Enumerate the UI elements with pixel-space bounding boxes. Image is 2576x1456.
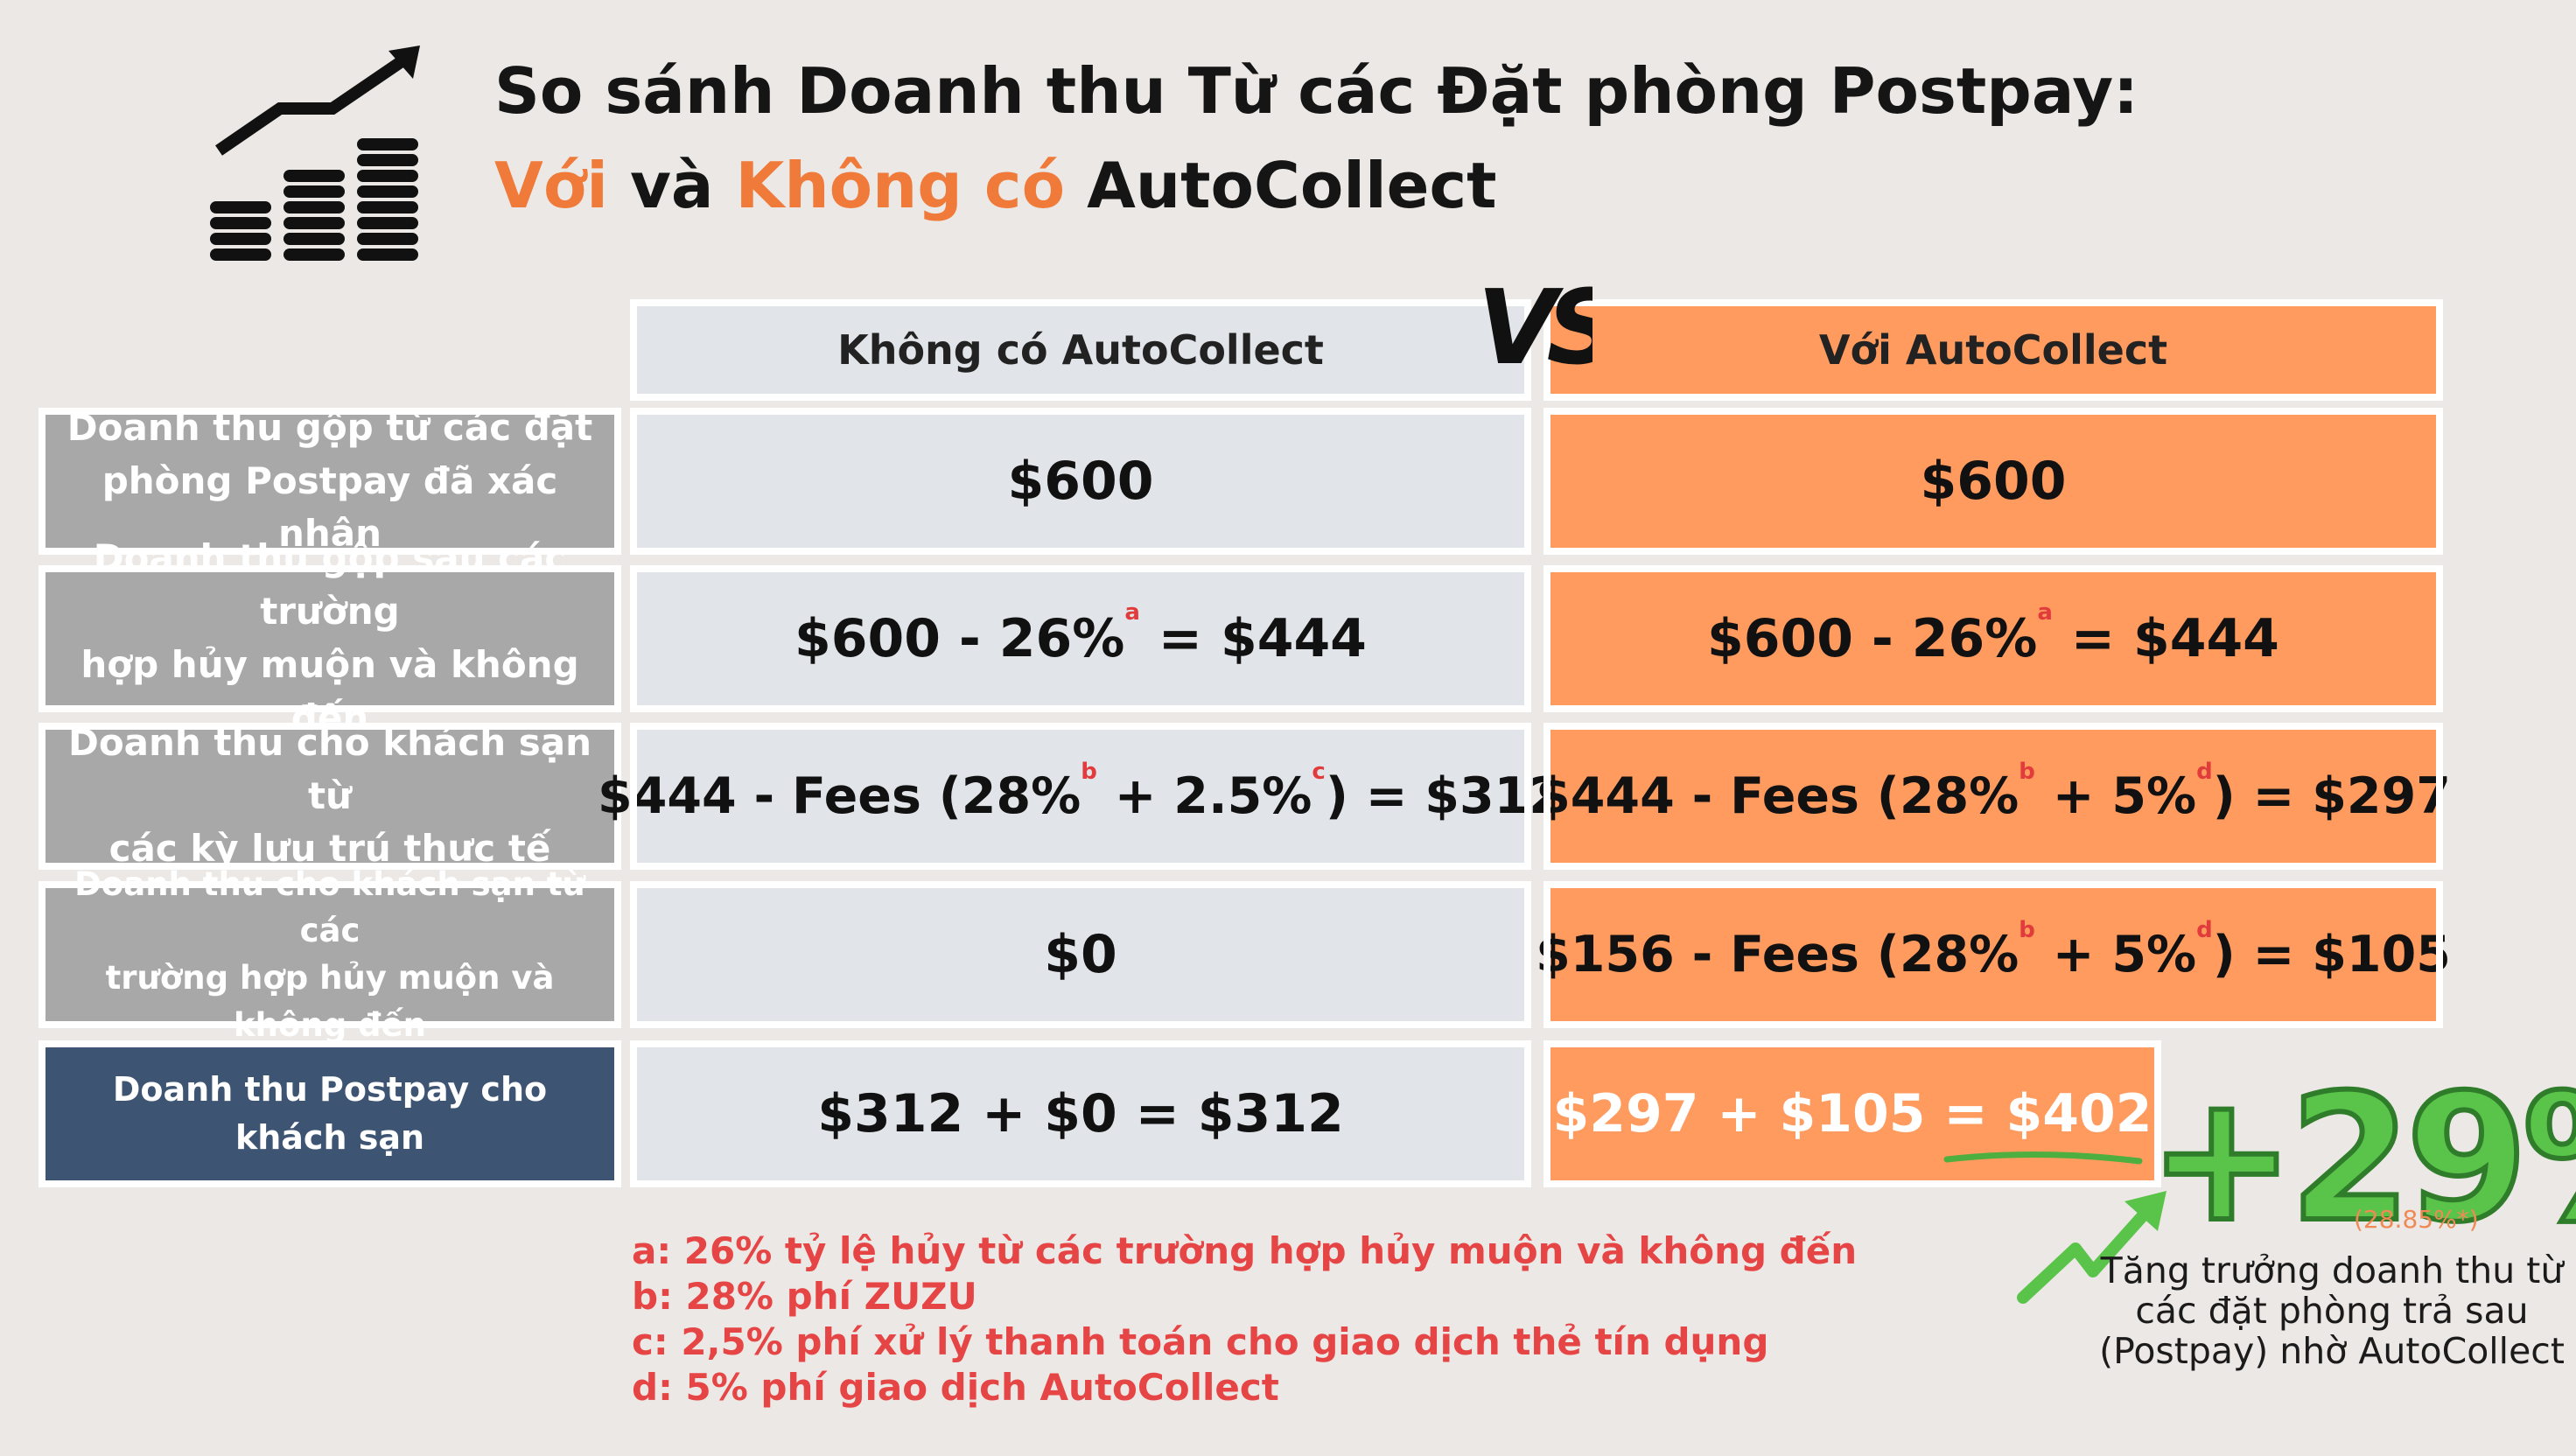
column-header-without-label: Không có AutoCollect (837, 326, 1324, 374)
row-label-line: Doanh thu gộp từ các đặt (66, 405, 593, 449)
cell-text: $600 - 26% (1707, 608, 2038, 669)
underline-icon (1943, 1151, 2143, 1165)
cell-value: $444 - Fees (28%b + 5%d) = $297 (1536, 759, 2451, 825)
row-label-line: Doanh thu gộp sau các trường (93, 536, 567, 634)
cell-text: ) = $297 (2212, 767, 2451, 825)
row-label-total-postpay: Doanh thu Postpay cho khách sạn (38, 1040, 621, 1187)
subtitle-suffix: AutoCollect (1065, 149, 1497, 222)
cell-value: $600 (1920, 451, 2067, 512)
row-label-line: phòng Postpay đã xác nhận (102, 458, 558, 556)
trend-arrow-icon (2017, 1191, 2166, 1304)
subtitle-without: Không có (735, 149, 1066, 222)
cell-with-late-cancellation: $156 - Fees (28%b + 5%d) = $105 (1536, 881, 2451, 1028)
row-label-line: Doanh thu Postpay cho khách sạn (112, 1069, 548, 1157)
cell-without-gross: $600 (630, 408, 1531, 555)
row-label-line: trường hợp hủy muộn và không đến (105, 959, 555, 1044)
footnote-b: b: 28% phí ZUZU (632, 1275, 977, 1318)
footnote-ref-b: b (2019, 759, 2035, 785)
row-label-actual-stays: Doanh thu cho khách sạn từ các kỳ lưu trú… (38, 721, 621, 870)
growth-caption-line: các đặt phòng trả sau (2135, 1290, 2529, 1332)
row-label-line: Doanh thu cho khách sạn từ các (74, 864, 585, 950)
cell-text: $600 - 26% (794, 608, 1125, 669)
cell-text: $444 - Fees (28% (1536, 767, 2020, 825)
cell-text: + 2.5% (1096, 767, 1312, 825)
row-label-after-cancellation: Doanh thu gộp sau các trường hợp hủy muộn… (38, 536, 621, 739)
row-label-gross-revenue: Doanh thu gộp từ các đặt phòng Postpay đã… (38, 406, 621, 555)
cell-value: $444 - Fees (28%b + 2.5%c) = $312 (598, 759, 1564, 825)
cell-without-actual-stays: $444 - Fees (28%b + 2.5%c) = $312 (598, 723, 1564, 870)
footnote-ref-c: c (1312, 759, 1326, 785)
column-header-with: Với AutoCollect (1544, 299, 2443, 401)
cell-without-after-cancellation: $600 - 26%a = $444 (630, 565, 1531, 712)
cell-text: + 5% (2034, 767, 2197, 825)
row-label-late-cancellation-revenue: Doanh thu cho khách sạn từ các trường hợp… (38, 865, 621, 1044)
page-subtitle: Với và Không có AutoCollect (494, 149, 1497, 222)
vs-label: VS (1477, 280, 1592, 388)
cell-value: $156 - Fees (28%b + 5%d) = $105 (1536, 917, 2451, 984)
cell-value: $600 (1007, 451, 1154, 512)
cell-value: $312 + $0 = $312 (817, 1083, 1344, 1144)
cell-text: = $444 (2052, 608, 2279, 669)
growth-caption-line: Tăng trưởng doanh thu từ (2100, 1250, 2564, 1292)
cell-without-total: $312 + $0 = $312 (630, 1040, 1531, 1187)
cell-value: $0 (1044, 924, 1117, 985)
footnote-ref-d: d (2196, 917, 2213, 943)
cell-value: $297 + $105 = $402 (1552, 1083, 2152, 1144)
subtitle-with: Với (494, 149, 608, 222)
subtitle-and: và (607, 149, 736, 222)
footnote-ref-a: a (2037, 599, 2053, 626)
cell-text: = $444 (1139, 608, 1367, 669)
footnote-a: a: 26% tỷ lệ hủy từ các trường hợp hủy m… (632, 1229, 1858, 1272)
page-title: So sánh Doanh thu Từ các Đặt phòng Postp… (494, 54, 2138, 128)
footnote-ref-b: b (1081, 759, 1097, 785)
cell-text: + 5% (2034, 926, 2197, 984)
cell-without-late-cancellation: $0 (630, 881, 1531, 1028)
footnote-ref-d: d (2196, 759, 2213, 785)
cell-text: ) = $312 (1325, 767, 1564, 825)
cell-value: $600 - 26%a = $444 (794, 599, 1367, 669)
cell-with-actual-stays: $444 - Fees (28%b + 5%d) = $297 (1536, 723, 2451, 870)
footnote-c: c: 2,5% phí xử lý thanh toán cho giao dị… (632, 1320, 1769, 1363)
cell-with-gross: $600 (1544, 408, 2443, 555)
growth-caption-line: (Postpay) nhờ AutoCollect (2099, 1330, 2565, 1372)
vs-icon: VS (1477, 280, 1592, 388)
cell-with-total: $297 + $105 = $402 (1544, 1040, 2161, 1187)
footnote-d: d: 5% phí giao dịch AutoCollect (632, 1366, 1279, 1409)
column-header-with-label: Với AutoCollect (1818, 326, 2168, 374)
cell-text: $156 - Fees (28% (1536, 926, 2020, 984)
column-header-without: Không có AutoCollect (630, 299, 1531, 401)
revenue-growth-icon (210, 46, 420, 261)
cell-value: $600 - 26%a = $444 (1707, 599, 2279, 669)
cell-text: $444 - Fees (28% (598, 767, 1082, 825)
cell-with-after-cancellation: $600 - 26%a = $444 (1544, 565, 2443, 712)
footnote-ref-b: b (2019, 917, 2035, 943)
footnote-ref-a: a (1124, 599, 1140, 626)
growth-exact: (28.85%*) (2354, 1205, 2479, 1234)
row-label-line: các kỳ lưu trú thực tế (108, 827, 551, 871)
cell-text: ) = $105 (2212, 926, 2451, 984)
row-label-line: Doanh thu cho khách sạn từ (67, 720, 592, 817)
growth-percentage: +29% (2146, 1057, 2576, 1261)
